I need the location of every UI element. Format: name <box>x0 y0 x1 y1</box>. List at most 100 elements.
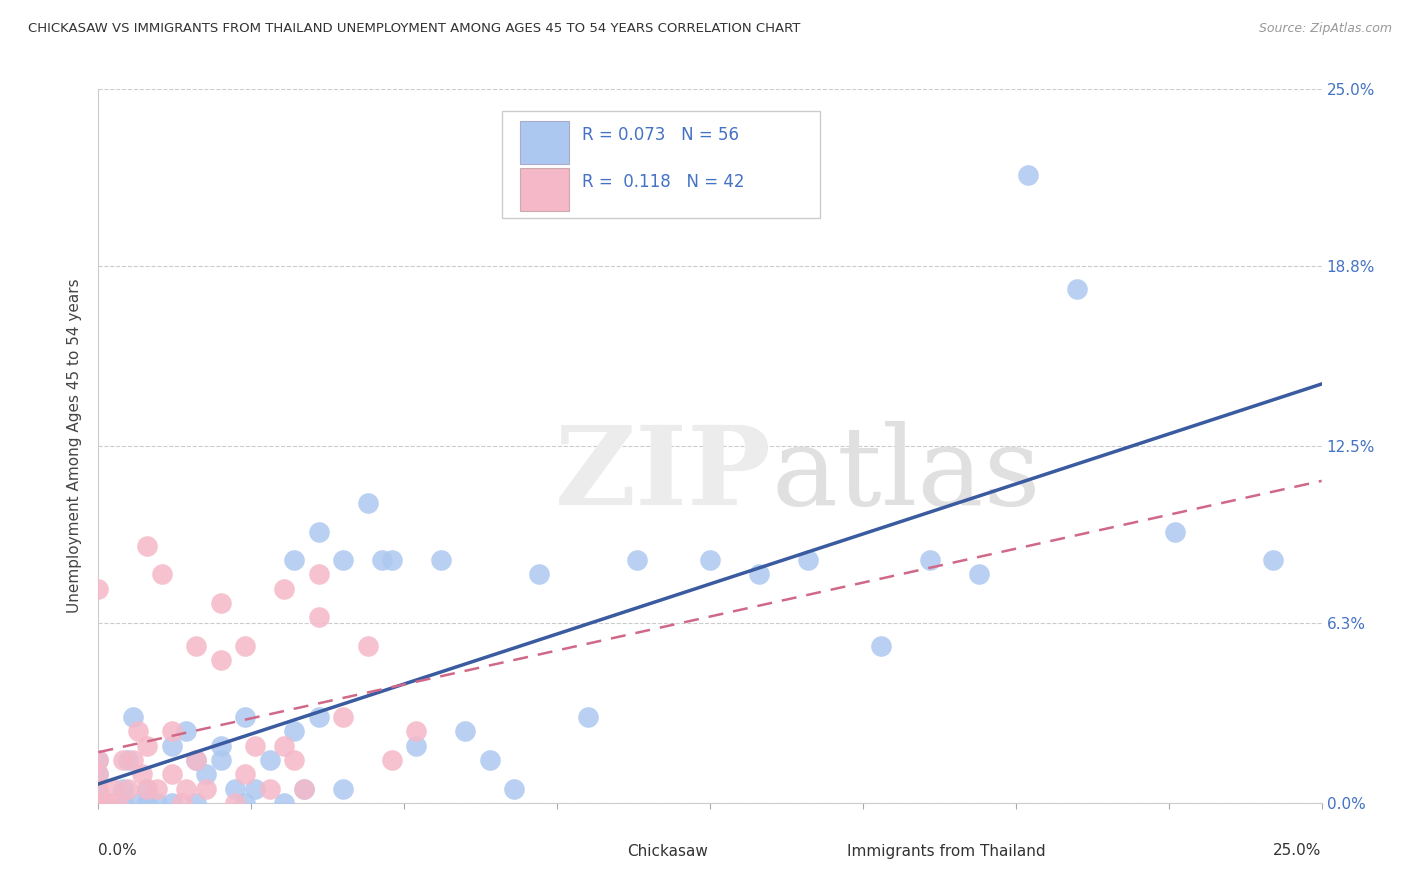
Point <box>136 796 159 810</box>
Point <box>209 653 232 667</box>
Point <box>111 781 134 796</box>
Point <box>243 739 266 753</box>
Point <box>233 639 256 653</box>
Point <box>87 753 110 767</box>
Point <box>195 781 218 796</box>
Point <box>527 567 550 582</box>
Point <box>1017 168 1039 182</box>
Point <box>233 796 256 810</box>
Point <box>160 767 183 781</box>
Point <box>503 781 526 796</box>
Point <box>1066 282 1088 296</box>
Point <box>127 796 149 810</box>
Point <box>97 796 120 810</box>
Point <box>478 753 501 767</box>
Point <box>1164 524 1187 539</box>
Point <box>136 781 159 796</box>
Point <box>308 710 330 724</box>
Point <box>87 781 110 796</box>
Point <box>136 539 159 553</box>
Point <box>136 781 159 796</box>
Point <box>967 567 990 582</box>
Point <box>186 796 208 810</box>
Point <box>283 753 305 767</box>
FancyBboxPatch shape <box>520 168 569 211</box>
FancyBboxPatch shape <box>502 111 820 218</box>
Y-axis label: Unemployment Among Ages 45 to 54 years: Unemployment Among Ages 45 to 54 years <box>67 278 83 614</box>
Point <box>111 753 134 767</box>
Point <box>146 796 169 810</box>
Point <box>308 524 330 539</box>
Point <box>430 553 453 567</box>
Point <box>356 639 378 653</box>
Point <box>381 753 404 767</box>
Point <box>107 796 129 810</box>
Point <box>160 724 183 739</box>
Point <box>87 582 110 596</box>
FancyBboxPatch shape <box>520 121 569 164</box>
Point <box>626 553 648 567</box>
FancyBboxPatch shape <box>564 838 619 863</box>
Point <box>273 582 295 596</box>
Point <box>117 781 139 796</box>
Point <box>371 553 394 567</box>
Point <box>233 710 256 724</box>
Point <box>117 753 139 767</box>
Point <box>186 753 208 767</box>
Point <box>87 796 110 810</box>
Point <box>186 639 208 653</box>
Point <box>233 767 256 781</box>
Point <box>283 724 305 739</box>
Text: atlas: atlas <box>772 421 1040 528</box>
Point <box>283 553 305 567</box>
Point <box>87 796 110 810</box>
Point <box>870 639 893 653</box>
Text: Source: ZipAtlas.com: Source: ZipAtlas.com <box>1258 22 1392 36</box>
Point <box>356 496 378 510</box>
Point <box>136 739 159 753</box>
Point <box>121 753 143 767</box>
Point <box>101 781 124 796</box>
Point <box>405 739 427 753</box>
Point <box>150 567 173 582</box>
Point <box>332 553 354 567</box>
Text: Chickasaw: Chickasaw <box>627 844 707 859</box>
Point <box>186 753 208 767</box>
Point <box>87 781 110 796</box>
Point <box>87 767 110 781</box>
Point <box>292 781 315 796</box>
Text: CHICKASAW VS IMMIGRANTS FROM THAILAND UNEMPLOYMENT AMONG AGES 45 TO 54 YEARS COR: CHICKASAW VS IMMIGRANTS FROM THAILAND UN… <box>28 22 800 36</box>
Point <box>87 753 110 767</box>
Point <box>308 610 330 624</box>
Point <box>176 781 198 796</box>
Point <box>243 781 266 796</box>
Point <box>160 796 183 810</box>
Point <box>224 796 246 810</box>
Point <box>224 781 246 796</box>
Point <box>209 753 232 767</box>
Point <box>97 796 120 810</box>
Point <box>332 710 354 724</box>
Point <box>273 739 295 753</box>
Text: R = 0.073   N = 56: R = 0.073 N = 56 <box>582 127 738 145</box>
Point <box>195 767 218 781</box>
FancyBboxPatch shape <box>783 838 838 863</box>
Point <box>146 781 169 796</box>
Point <box>454 724 477 739</box>
Point <box>131 767 153 781</box>
Point <box>170 796 193 810</box>
Point <box>576 710 599 724</box>
Point <box>121 710 143 724</box>
Text: ZIP: ZIP <box>554 421 772 528</box>
Point <box>209 596 232 610</box>
Point <box>748 567 770 582</box>
Point <box>101 796 124 810</box>
Point <box>797 553 820 567</box>
Point <box>259 753 281 767</box>
Text: Immigrants from Thailand: Immigrants from Thailand <box>846 844 1046 859</box>
Point <box>405 724 427 739</box>
Point <box>1261 553 1284 567</box>
Point <box>209 739 232 753</box>
Point <box>111 796 134 810</box>
Text: R =  0.118   N = 42: R = 0.118 N = 42 <box>582 173 744 191</box>
